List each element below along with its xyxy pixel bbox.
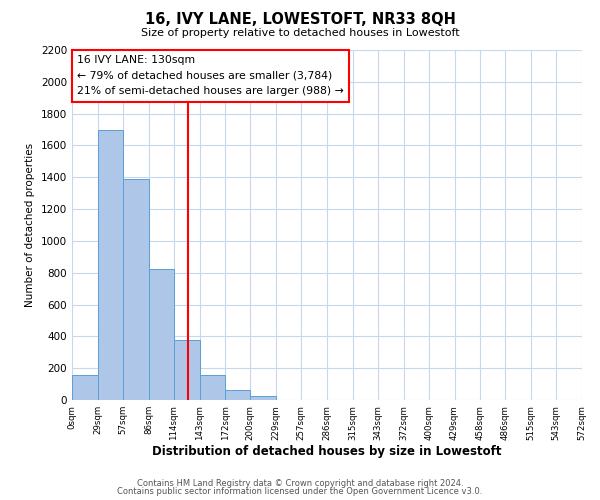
Text: Contains HM Land Registry data © Crown copyright and database right 2024.: Contains HM Land Registry data © Crown c… xyxy=(137,478,463,488)
Bar xyxy=(173,340,199,400)
Bar xyxy=(250,396,276,400)
Bar xyxy=(72,376,98,400)
X-axis label: Distribution of detached houses by size in Lowestoft: Distribution of detached houses by size … xyxy=(152,446,502,458)
Bar xyxy=(149,269,173,400)
Text: 16, IVY LANE, LOWESTOFT, NR33 8QH: 16, IVY LANE, LOWESTOFT, NR33 8QH xyxy=(145,12,455,28)
Text: 16 IVY LANE: 130sqm
← 79% of detached houses are smaller (3,784)
21% of semi-det: 16 IVY LANE: 130sqm ← 79% of detached ho… xyxy=(77,56,344,96)
Text: Size of property relative to detached houses in Lowestoft: Size of property relative to detached ho… xyxy=(140,28,460,38)
Bar xyxy=(98,130,123,400)
Bar xyxy=(226,390,250,400)
Bar xyxy=(199,374,226,400)
Y-axis label: Number of detached properties: Number of detached properties xyxy=(25,143,35,307)
Bar xyxy=(123,179,149,400)
Text: Contains public sector information licensed under the Open Government Licence v3: Contains public sector information licen… xyxy=(118,487,482,496)
